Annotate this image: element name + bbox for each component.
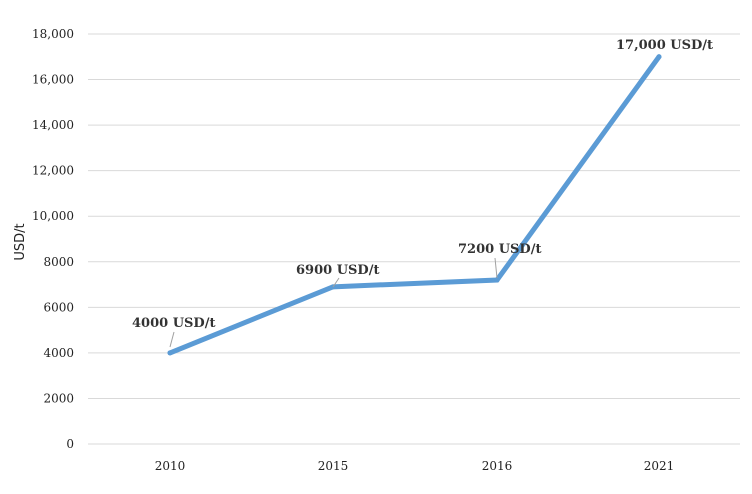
x-tick-label: 2015	[318, 459, 349, 473]
data-labels: 4000 USD/t 6900 USD/t 7200 USD/t 17,000 USD…	[132, 38, 713, 348]
y-tick-label: 10,000	[32, 209, 74, 223]
data-label: 7200 USD/t	[458, 242, 541, 257]
y-tick-label: 16,000	[32, 73, 74, 87]
y-tick-label: 4000	[43, 346, 74, 360]
data-point	[656, 54, 662, 60]
data-label: 17,000 USD/t	[616, 38, 713, 53]
x-axis-ticks: 2010 2015 2016 2021	[155, 459, 675, 473]
gridlines	[88, 33, 740, 445]
y-tick-label: 14,000	[32, 118, 74, 132]
y-tick-label: 8000	[43, 255, 74, 269]
data-label-leader	[332, 277, 340, 288]
data-label: 4000 USD/t	[132, 316, 215, 331]
data-point	[494, 277, 500, 283]
y-axis-ticks: 0 2000 4000 6000 8000 10,000 12,000 14,000 16,00…	[32, 27, 74, 451]
x-tick-label: 2016	[482, 459, 513, 473]
y-tick-label: 18,000	[32, 27, 74, 41]
series-line	[167, 54, 662, 356]
data-label-leader	[169, 331, 175, 348]
data-label-leader	[494, 257, 498, 279]
y-tick-label: 2000	[43, 391, 74, 405]
x-tick-label: 2021	[644, 459, 675, 473]
x-tick-label: 2010	[155, 459, 186, 473]
y-axis-label: USD/t	[13, 223, 28, 260]
y-tick-label: 0	[66, 437, 74, 451]
data-label: 6900 USD/t	[296, 263, 379, 278]
data-point	[167, 350, 173, 356]
y-tick-label: 6000	[43, 300, 74, 314]
y-tick-label: 12,000	[32, 164, 74, 178]
series-line-group	[167, 54, 662, 356]
